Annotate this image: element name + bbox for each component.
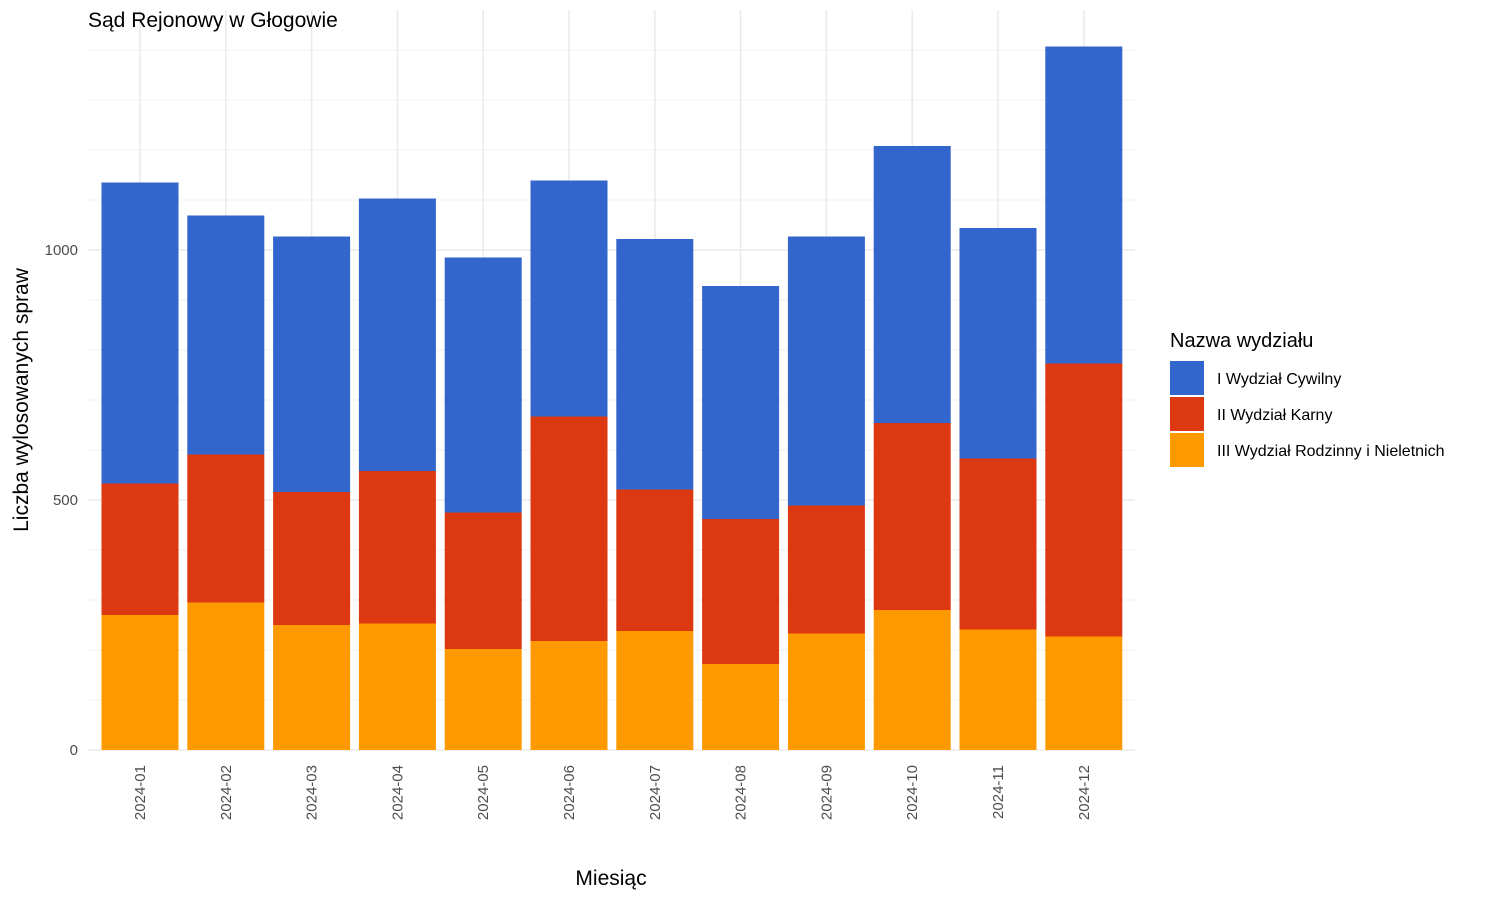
y-axis-title: Liczba wylosowanych spraw [10, 267, 33, 532]
bar-segment [1045, 636, 1123, 750]
legend-title: Nazwa wydziału [1170, 330, 1313, 352]
x-tick-label: 2024-08 [733, 765, 750, 820]
x-tick-label: 2024-07 [647, 765, 664, 820]
bar-segment [530, 416, 608, 641]
bar-segment [702, 664, 780, 750]
bar-segment [187, 454, 265, 603]
legend-swatch [1170, 361, 1204, 395]
y-tick-label: 500 [53, 492, 78, 509]
y-tick-label: 1000 [45, 242, 78, 259]
legend-label: II Wydział Karny [1217, 407, 1332, 424]
bar-segment [187, 215, 265, 455]
x-tick-label: 2024-06 [561, 765, 578, 820]
x-tick-label: 2024-04 [389, 765, 406, 820]
bar-segment [702, 286, 780, 519]
bar-segment [616, 631, 694, 750]
x-tick-label: 2024-11 [990, 765, 1007, 819]
x-tick-label: 2024-09 [818, 765, 835, 820]
bar-segment [101, 182, 179, 484]
bar-segment [444, 512, 522, 649]
legend-swatch [1170, 397, 1204, 431]
bar-segment [787, 633, 865, 750]
bar-segment [530, 641, 608, 750]
y-axis-ticks: 0 500 1000 [45, 242, 78, 759]
bar-segment [873, 423, 951, 610]
x-axis-ticks: 2024-01 2024-02 2024-03 2024-04 2024-05 2024-… [132, 765, 1093, 820]
x-tick-label: 2024-05 [475, 765, 492, 820]
bar-segment [616, 489, 694, 631]
legend-label: I Wydział Cywilny [1217, 371, 1341, 388]
legend: Nazwa wydziału I Wydział Cywilny II Wydzi… [1170, 330, 1445, 467]
bar-segment [358, 471, 436, 624]
x-tick-label: 2024-10 [904, 765, 921, 820]
bar-segment [1045, 363, 1123, 637]
y-tick-label: 0 [70, 742, 78, 759]
legend-swatch [1170, 433, 1204, 467]
legend-label: III Wydział Rodzinny i Nieletnich [1217, 443, 1445, 460]
bar-segment [187, 602, 265, 750]
x-axis-title: Miesiąc [575, 867, 646, 890]
bar-segment [787, 505, 865, 634]
bar-segment [273, 236, 351, 492]
x-tick-label: 2024-12 [1076, 765, 1093, 820]
bar-segment [273, 492, 351, 625]
bar-segment [787, 236, 865, 506]
bar-segment [358, 198, 436, 471]
bar-segment [959, 228, 1037, 459]
bar-segment [444, 257, 522, 513]
bar-segment [530, 180, 608, 417]
bar-segment [273, 625, 351, 750]
x-tick-label: 2024-01 [132, 765, 149, 820]
bar-segment [444, 649, 522, 750]
x-tick-label: 2024-03 [304, 765, 321, 820]
bar-segment [358, 623, 436, 750]
bar-segment [873, 146, 951, 423]
bars [101, 46, 1123, 750]
bar-segment [1045, 46, 1123, 364]
bar-segment [101, 615, 179, 750]
bar-segment [959, 458, 1037, 630]
bar-segment [873, 610, 951, 750]
chart-title: Sąd Rejonowy w Głogowie [88, 9, 338, 32]
bar-segment [101, 483, 179, 615]
bar-segment [959, 629, 1037, 750]
bar-segment [616, 239, 694, 490]
x-tick-label: 2024-02 [218, 765, 235, 820]
bar-segment [702, 519, 780, 664]
